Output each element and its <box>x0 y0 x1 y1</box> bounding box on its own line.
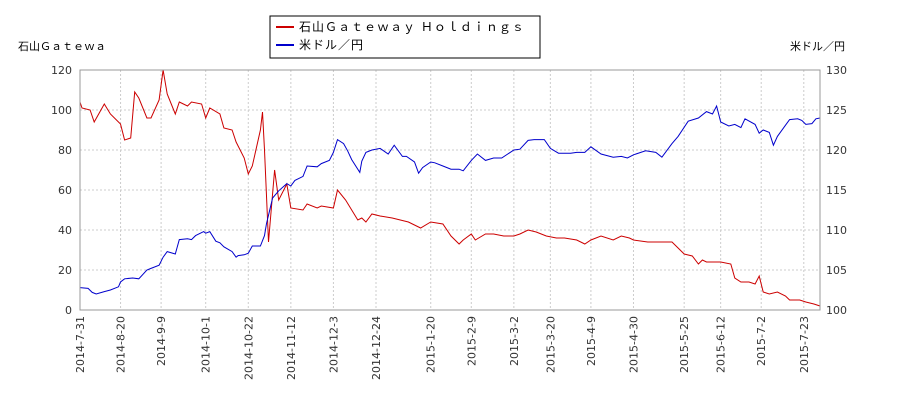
legend-label-series-2: 米ドル／円 <box>299 38 364 52</box>
x-tick-label: 2014-12-3 <box>327 316 340 373</box>
x-tick-label: 2015-4-9 <box>585 316 598 366</box>
right-axis-title: 米ドル／円 <box>790 40 845 53</box>
left-y-tick-label: 100 <box>51 104 72 117</box>
legend: 石山Ｇａｔｅｗａｙ Ｈｏｌｄｉｎｇｓ 米ドル／円 <box>269 15 541 59</box>
x-tick-label: 2015-7-23 <box>798 316 811 373</box>
series-line-stock <box>79 69 821 307</box>
left-axis-title: 石山Ｇａｔｅｗａ <box>18 40 106 53</box>
right-y-tick-label: 120 <box>826 144 847 157</box>
left-y-ticks: 0 20 40 60 80 100 120 <box>51 64 72 317</box>
x-tick-label: 2014-8-20 <box>115 316 128 373</box>
x-ticks: 2014-7-31 2014-8-20 2014-9-9 2014-10-1 2014-… <box>74 316 811 380</box>
x-tick-label: 2015-3-2 <box>508 316 521 366</box>
right-y-tick-label: 115 <box>826 184 847 197</box>
left-y-tick-label: 40 <box>58 224 72 237</box>
left-y-tick-label: 0 <box>65 304 72 317</box>
x-tick-label: 2015-7-2 <box>755 316 768 366</box>
left-y-tick-label: 60 <box>58 184 72 197</box>
right-y-tick-label: 110 <box>826 224 847 237</box>
x-tick-label: 2014-12-24 <box>370 316 383 380</box>
left-y-tick-label: 80 <box>58 144 72 157</box>
x-tick-label: 2015-2-9 <box>465 316 478 366</box>
x-tick-label: 2015-6-12 <box>715 316 728 373</box>
right-y-tick-label: 100 <box>826 304 847 317</box>
plot-frame <box>79 69 821 311</box>
legend-label-series-1: 石山Ｇａｔｅｗａｙ Ｈｏｌｄｉｎｇｓ <box>299 20 525 34</box>
right-y-tick-label: 130 <box>826 64 847 77</box>
x-tick-label: 2014-10-1 <box>200 316 213 373</box>
right-y-tick-label: 125 <box>826 104 847 117</box>
x-tick-label: 2014-11-12 <box>285 316 298 380</box>
x-tick-label: 2014-9-9 <box>155 316 168 366</box>
x-tick-label: 2014-7-31 <box>74 316 87 373</box>
left-y-tick-label: 20 <box>58 264 72 277</box>
left-y-tick-label: 120 <box>51 64 72 77</box>
x-tick-label: 2015-3-20 <box>544 316 557 373</box>
x-tick-label: 2014-10-22 <box>242 316 255 380</box>
x-tick-label: 2015-5-25 <box>678 316 691 373</box>
right-y-ticks: 100 105 110 115 120 125 130 <box>826 64 847 317</box>
series-line-usdjpy <box>79 104 821 295</box>
right-y-tick-label: 105 <box>826 264 847 277</box>
x-tick-label: 2015-1-20 <box>425 316 438 373</box>
x-tick-label: 2015-4-30 <box>627 316 640 373</box>
legend-box <box>269 15 541 59</box>
